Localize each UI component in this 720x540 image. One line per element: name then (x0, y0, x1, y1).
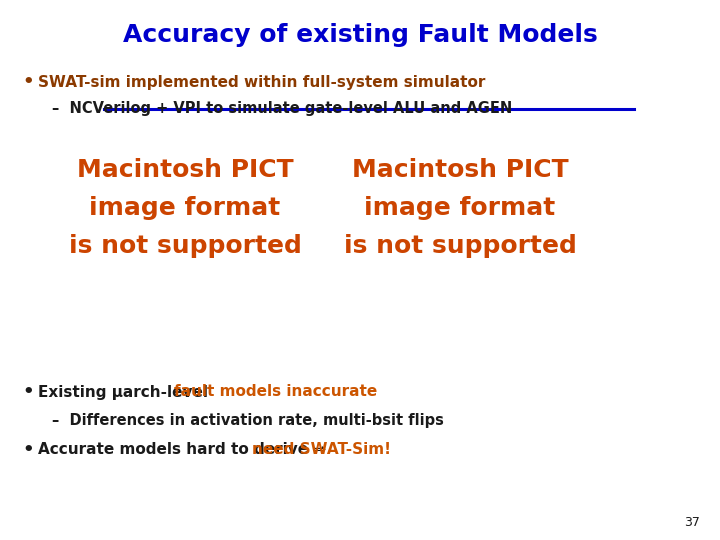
Text: Macintosh PICT: Macintosh PICT (77, 158, 293, 182)
Text: is not supported: is not supported (68, 234, 302, 258)
Text: •: • (22, 441, 34, 459)
Text: fault models inaccurate: fault models inaccurate (174, 384, 378, 400)
Text: –  NCVerilog + VPI to simulate gate-level ALU and AGEN: – NCVerilog + VPI to simulate gate-level… (52, 100, 512, 116)
Text: 37: 37 (684, 516, 700, 529)
Text: need SWAT-Sim!: need SWAT-Sim! (253, 442, 392, 457)
Text: is not supported: is not supported (343, 234, 577, 258)
Text: Accuracy of existing Fault Models: Accuracy of existing Fault Models (122, 23, 598, 47)
Text: image format: image format (364, 196, 556, 220)
Text: Existing µarch-level: Existing µarch-level (38, 384, 213, 400)
Text: Accurate models hard to derive ⇒: Accurate models hard to derive ⇒ (38, 442, 331, 457)
Text: •: • (22, 383, 34, 401)
Text: SWAT-sim implemented within full-system simulator: SWAT-sim implemented within full-system … (38, 75, 485, 90)
Text: –  Differences in activation rate, multi-bsit flips: – Differences in activation rate, multi-… (52, 413, 444, 428)
Text: Macintosh PICT: Macintosh PICT (351, 158, 568, 182)
Text: image format: image format (89, 196, 281, 220)
Text: •: • (22, 73, 34, 91)
